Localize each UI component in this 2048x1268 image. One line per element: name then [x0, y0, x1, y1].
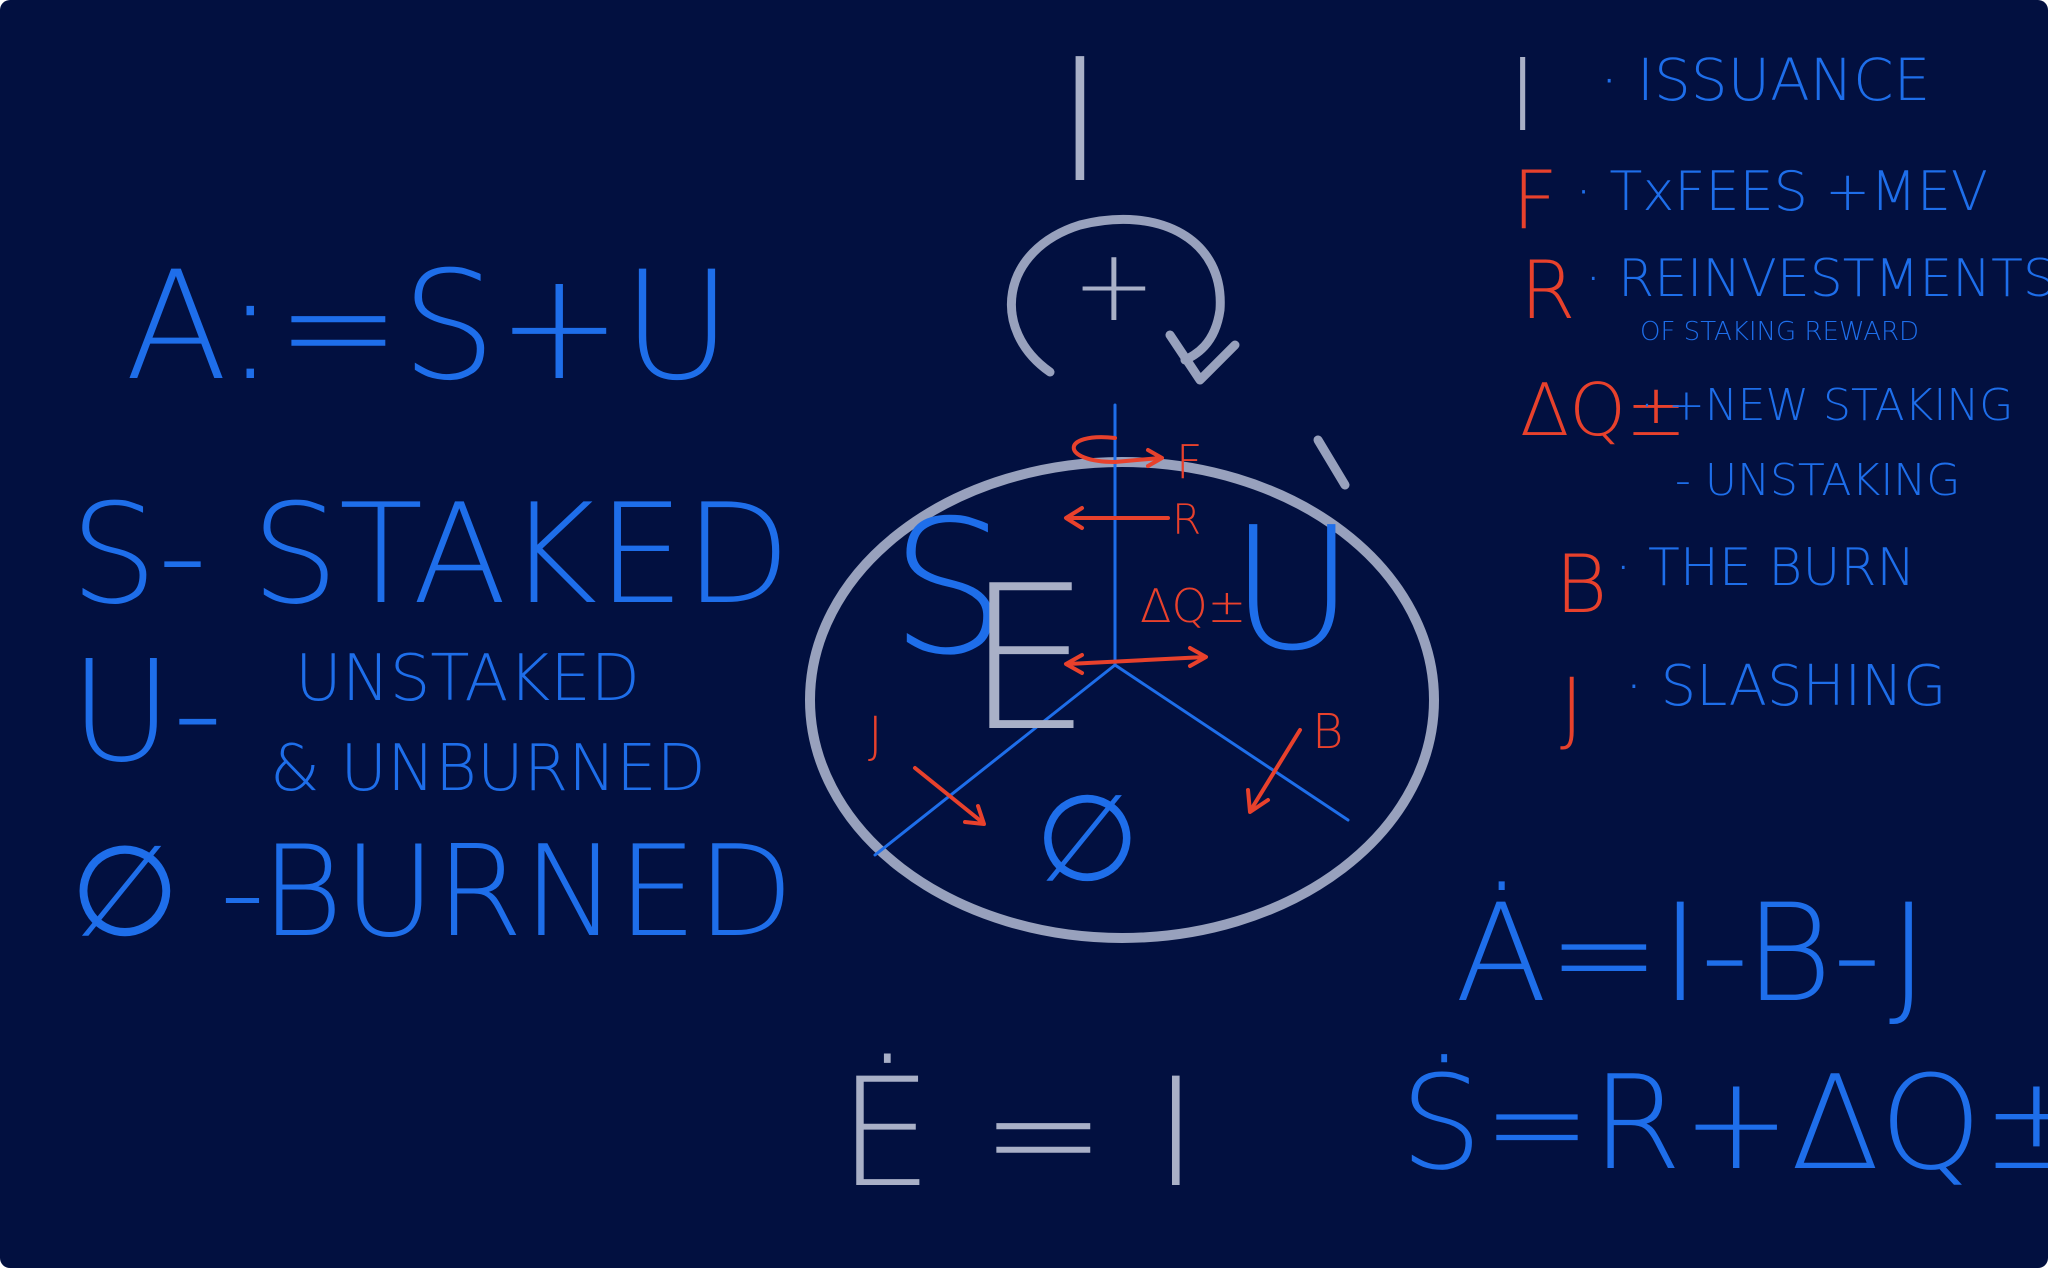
- divider-right: [1113, 663, 1350, 822]
- dq-flow-double-arrow: [1066, 655, 1207, 666]
- legend-symbol-issuance: I: [1508, 37, 1538, 154]
- burned-region-label: ∅: [1035, 770, 1140, 909]
- unstaked-prefix: U-: [70, 631, 223, 794]
- feedback-loop-curve: [1006, 214, 1225, 377]
- divider-left: [873, 663, 1117, 857]
- s-dot-equation: Ṡ=R+ΔQ±-J: [1400, 1047, 2048, 1199]
- burn-flow-arrowhead: [1246, 788, 1270, 814]
- feedback-plus-sign: +: [1072, 227, 1156, 344]
- dq-flow-arrowhead-left: [1064, 653, 1084, 675]
- fee-flow-label: F: [1176, 435, 1202, 489]
- reinvest-flow-arrowhead: [1064, 506, 1084, 530]
- legend: I · ISSUANCE F · TxFEES +MEV R · REINVES…: [1508, 37, 2048, 754]
- dq-flow-label: ΔQ±: [1140, 579, 1246, 633]
- legend-text-burn: · THE BURN: [1615, 538, 1915, 598]
- reinvest-flow-label: R: [1172, 495, 1201, 544]
- dq-flow-arrowhead-right: [1188, 646, 1208, 668]
- legend-text-issuance: · ISSUANCE: [1600, 46, 1930, 114]
- legend-text-fees: · TxFEES +MEV: [1575, 160, 1988, 223]
- unstaked-line1: UNSTAKED: [295, 642, 640, 716]
- unstaked-line2: & UNBURNED: [270, 732, 706, 806]
- legend-symbol-dq: ΔQ±: [1520, 368, 1686, 452]
- burned-definition: ∅ -BURNED: [70, 818, 794, 965]
- issuance-top-label: I: [1055, 23, 1105, 221]
- burn-flow-label: B: [1312, 704, 1343, 760]
- ellipse-overlap-stroke: [1313, 435, 1350, 490]
- legend-text-dq: · +NEW STAKING: [1640, 380, 2013, 431]
- legend-symbol-burn: B: [1555, 538, 1607, 631]
- fee-flow-arrowhead: [1146, 448, 1164, 468]
- legend-sub-reinvestment: OF STAKING REWARD: [1640, 317, 1919, 347]
- legend-symbol-fees: F: [1512, 154, 1558, 247]
- feedback-loop-arrowhead: [1165, 330, 1240, 385]
- legend-sub-dq: - UNSTAKING: [1675, 455, 1960, 506]
- legend-symbol-slashing: J: [1560, 661, 1584, 754]
- staked-region-label: S: [890, 480, 1007, 696]
- unstaked-region-label: U: [1230, 491, 1354, 689]
- a-definition-equation: A:=S+U: [125, 240, 732, 414]
- slashing-flow-label: J: [868, 706, 883, 764]
- a-dot-equation: Ȧ=I-B-J: [1455, 875, 1929, 1032]
- slashing-flow-arrowhead: [963, 804, 986, 826]
- legend-text-slashing: · SLASHING: [1625, 654, 1946, 719]
- slashing-flow-arrow: [913, 766, 984, 824]
- burn-flow-arrow: [1250, 728, 1302, 810]
- fee-flow-loop: [1071, 435, 1162, 464]
- e-dot-equation: Ė = I: [838, 1047, 1198, 1221]
- staked-definition: S- STAKED: [70, 474, 791, 635]
- legend-text-reinvestment: · REINVESTMENTS: [1585, 249, 2048, 309]
- legend-symbol-reinvestment: R: [1520, 244, 1576, 337]
